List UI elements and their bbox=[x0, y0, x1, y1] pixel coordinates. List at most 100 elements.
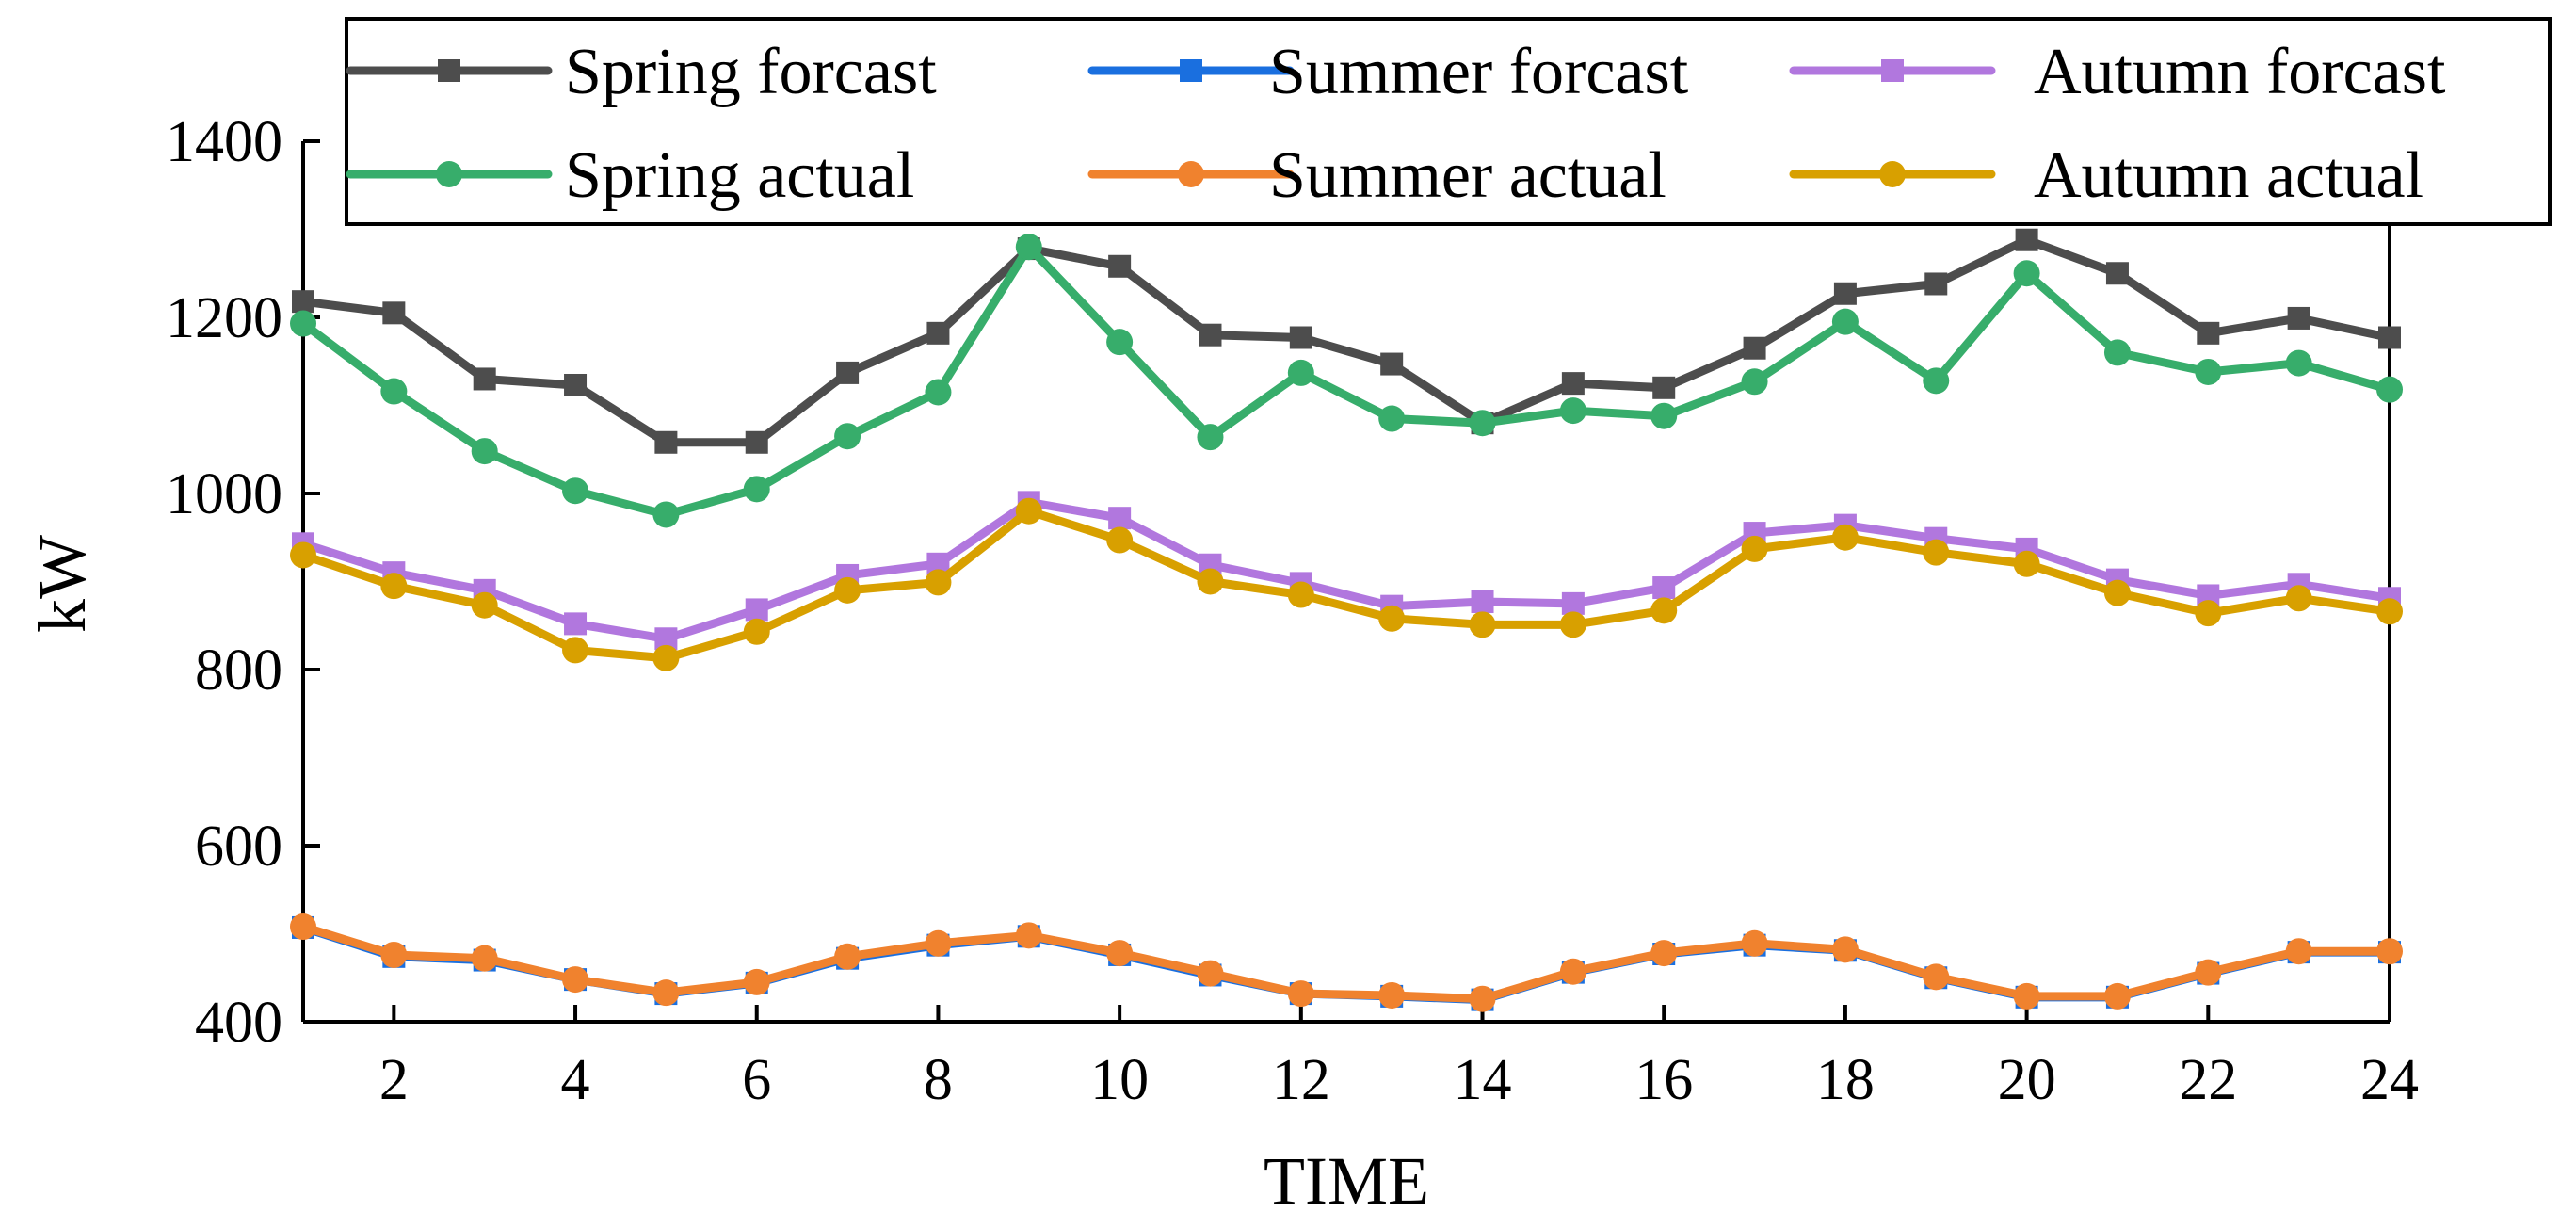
legend-marker-autumn-forcast bbox=[1881, 59, 1904, 82]
y-tick-label: 1200 bbox=[166, 286, 282, 350]
data-point-autumn-forcast bbox=[1108, 507, 1132, 530]
legend-label-spring-forcast: Spring forcast bbox=[565, 36, 937, 108]
x-tick-label: 14 bbox=[1454, 1048, 1512, 1112]
x-tick-label: 18 bbox=[1816, 1048, 1875, 1112]
legend-marker-summer-actual bbox=[1178, 161, 1204, 187]
data-point-spring-actual bbox=[2103, 339, 2131, 366]
data-point-summer-actual bbox=[1831, 936, 1859, 963]
x-tick-label: 16 bbox=[1634, 1048, 1693, 1112]
data-point-spring-actual bbox=[1741, 368, 1768, 396]
data-point-spring-actual bbox=[2195, 358, 2222, 385]
data-point-autumn-actual bbox=[471, 591, 498, 619]
data-point-spring-forcast bbox=[1743, 336, 1766, 360]
data-point-autumn-actual bbox=[1923, 539, 1950, 566]
x-tick-label: 12 bbox=[1272, 1048, 1330, 1112]
data-point-spring-forcast bbox=[2378, 326, 2401, 349]
data-point-summer-actual bbox=[1741, 929, 1768, 957]
data-point-spring-actual bbox=[380, 378, 408, 405]
data-point-spring-actual bbox=[471, 438, 498, 465]
data-point-spring-forcast bbox=[1833, 282, 1857, 305]
y-tick-label: 400 bbox=[195, 991, 282, 1055]
data-point-summer-actual bbox=[2285, 938, 2312, 965]
data-point-spring-forcast bbox=[836, 361, 860, 384]
data-point-autumn-actual bbox=[2376, 598, 2403, 625]
data-point-spring-actual bbox=[743, 476, 770, 503]
y-ticks: 400 600 800 1000 1200 1400 bbox=[166, 110, 320, 1055]
data-point-summer-actual bbox=[471, 945, 498, 972]
data-point-autumn-actual bbox=[1378, 605, 1406, 632]
data-point-summer-actual bbox=[1197, 960, 1224, 987]
data-point-summer-actual bbox=[2195, 959, 2222, 986]
legend-marker-spring-actual bbox=[436, 161, 462, 187]
x-tick-label: 2 bbox=[379, 1048, 409, 1112]
x-axis-title: TIME bbox=[1264, 1143, 1429, 1219]
legend-marker-autumn-actual bbox=[1879, 161, 1906, 187]
data-point-spring-actual bbox=[1559, 397, 1586, 425]
data-point-autumn-actual bbox=[834, 576, 861, 604]
legend-label-spring-actual: Spring actual bbox=[565, 139, 914, 212]
data-point-spring-forcast bbox=[2197, 321, 2220, 345]
data-point-spring-forcast bbox=[382, 301, 406, 325]
data-point-summer-actual bbox=[1378, 981, 1406, 1009]
axes bbox=[301, 141, 2391, 1024]
data-point-autumn-actual bbox=[743, 618, 770, 645]
series-autumn-forcast bbox=[292, 491, 2401, 651]
y-axis-title: kW bbox=[24, 535, 100, 633]
data-point-spring-actual bbox=[1923, 367, 1950, 395]
series-line-autumn-forcast bbox=[298, 497, 2394, 643]
data-point-summer-actual bbox=[2103, 982, 2131, 1010]
data-point-spring-actual bbox=[1015, 234, 1042, 261]
data-point-autumn-actual bbox=[1287, 581, 1314, 608]
data-point-spring-forcast bbox=[1108, 254, 1132, 278]
data-point-spring-forcast bbox=[473, 367, 496, 391]
x-tick-label: 24 bbox=[2360, 1048, 2419, 1112]
data-point-spring-forcast bbox=[1561, 372, 1585, 396]
y-tick-label: 800 bbox=[195, 638, 282, 703]
data-point-spring-actual bbox=[1287, 359, 1314, 386]
data-point-autumn-actual bbox=[1469, 611, 1496, 638]
series-line-spring-actual bbox=[298, 242, 2394, 519]
data-point-spring-forcast bbox=[1652, 376, 1676, 399]
data-point-spring-forcast bbox=[1924, 272, 1948, 296]
data-point-spring-actual bbox=[290, 310, 316, 337]
data-point-autumn-actual bbox=[1106, 526, 1134, 554]
data-point-summer-actual bbox=[562, 966, 589, 994]
data-point-summer-actual bbox=[925, 929, 952, 957]
data-point-spring-actual bbox=[1831, 308, 1859, 335]
data-point-summer-actual bbox=[1106, 940, 1134, 967]
data-point-autumn-actual bbox=[2103, 579, 2131, 606]
y-tick-label: 1000 bbox=[166, 462, 282, 526]
series-autumn-actual bbox=[290, 497, 2403, 671]
series-spring-actual bbox=[290, 234, 2403, 528]
data-point-summer-actual bbox=[652, 979, 680, 1007]
data-point-summer-actual bbox=[1287, 980, 1314, 1008]
data-point-autumn-actual bbox=[2013, 550, 2040, 577]
data-point-summer-actual bbox=[2376, 938, 2403, 965]
data-point-autumn-actual bbox=[2285, 585, 2312, 612]
x-tick-label: 22 bbox=[2179, 1048, 2237, 1112]
data-point-summer-actual bbox=[1923, 963, 1950, 991]
data-point-spring-forcast bbox=[1199, 323, 1222, 347]
x-tick-label: 4 bbox=[561, 1048, 590, 1112]
legend-label-autumn-actual: Autumn actual bbox=[2034, 139, 2423, 212]
data-point-summer-actual bbox=[290, 913, 316, 941]
data-point-spring-actual bbox=[2285, 349, 2312, 377]
data-point-autumn-actual bbox=[925, 569, 952, 596]
data-point-autumn-actual bbox=[290, 541, 316, 569]
x-tick-label: 8 bbox=[924, 1048, 953, 1112]
data-point-autumn-actual bbox=[1015, 497, 1042, 525]
series-line-spring-forcast bbox=[298, 235, 2394, 447]
data-point-spring-actual bbox=[1378, 405, 1406, 432]
data-point-spring-actual bbox=[925, 379, 952, 406]
data-point-autumn-actual bbox=[1197, 568, 1224, 595]
data-point-spring-actual bbox=[1106, 329, 1134, 356]
legend-box bbox=[345, 17, 2552, 226]
data-point-autumn-actual bbox=[2195, 600, 2222, 627]
data-point-autumn-forcast bbox=[1471, 590, 1494, 614]
data-point-autumn-actual bbox=[1559, 611, 1586, 638]
legend-label-summer-forcast: Summer forcast bbox=[1269, 36, 1689, 108]
data-point-autumn-forcast bbox=[1561, 591, 1585, 615]
x-tick-label: 10 bbox=[1090, 1048, 1149, 1112]
data-point-autumn-actual bbox=[1741, 535, 1768, 562]
data-point-summer-actual bbox=[1559, 958, 1586, 985]
